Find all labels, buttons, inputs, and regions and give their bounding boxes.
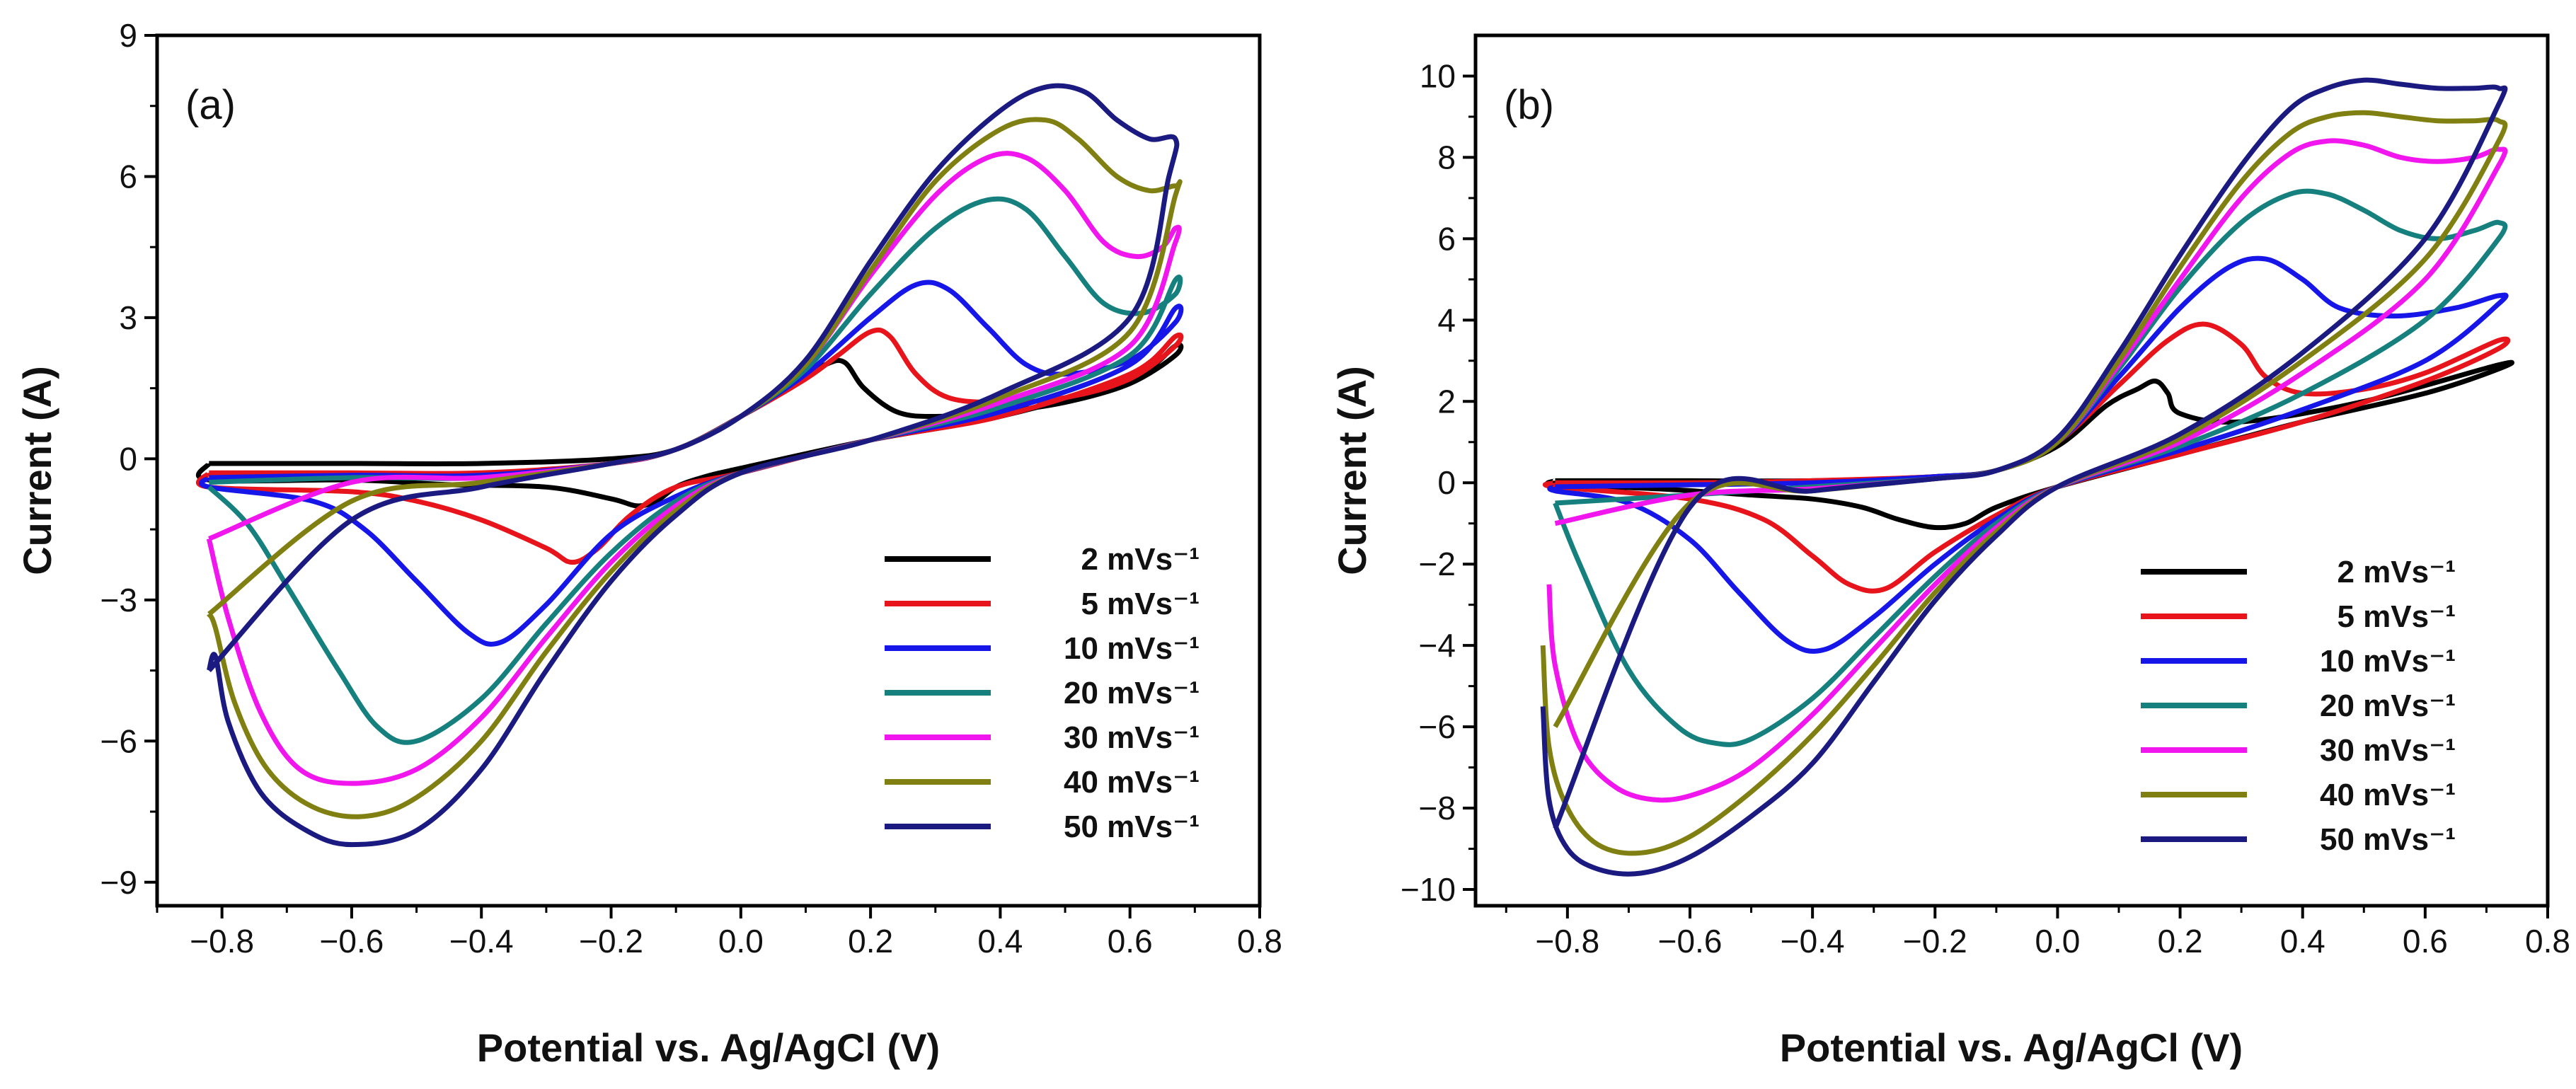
series-curve-a-5	[207, 117, 1183, 819]
x-tick-label-b: 0.4	[2280, 923, 2325, 960]
legend-label-a-3: 20 mVs⁻¹	[1064, 676, 1200, 710]
legend-label-a-6: 50 mVs⁻¹	[1064, 809, 1200, 844]
y-tick-label-b: 2	[1437, 383, 1456, 420]
y-tick-label-a: −6	[100, 722, 137, 759]
legend-label-b-1: 5 mVs⁻¹	[2337, 599, 2456, 634]
legend-label-b-0: 2 mVs⁻¹	[2337, 555, 2456, 589]
x-tick-label-b: 0.2	[2158, 923, 2203, 960]
legend-label-a-1: 5 mVs⁻¹	[1081, 587, 1200, 621]
y-tick-label-b: −10	[1401, 871, 1456, 908]
legend-b: 2 mVs⁻¹ 5 mVs⁻¹ 10 mVs⁻¹ 20 mVs⁻¹ 30 mVs⁻¹ 40…	[2141, 555, 2456, 857]
legend-label-b-2: 10 mVs⁻¹	[2320, 644, 2456, 679]
series-curve-a-6	[206, 83, 1180, 848]
legend-label-a-0: 2 mVs⁻¹	[1081, 542, 1200, 577]
x-tick-label-a: 0.6	[1108, 923, 1153, 960]
y-tick-label-b: 8	[1437, 139, 1456, 175]
panel-label-a: (a)	[185, 82, 236, 128]
x-tick-label-a: −0.8	[190, 923, 254, 960]
x-tick-label-a: 0.2	[848, 923, 893, 960]
y-tick-label-b: −2	[1419, 546, 1456, 582]
y-tick-label-a: −3	[100, 582, 137, 618]
panel-b: (b) Current (A) Potential vs. Ag/AgCl (V…	[1330, 33, 2570, 1070]
x-tick-label-b: 0.0	[2035, 923, 2080, 960]
x-tick-label-b: −0.8	[1535, 923, 1599, 960]
y-tick-label-b: −8	[1419, 790, 1456, 826]
x-tick-label-a: 0.0	[718, 923, 764, 960]
legend-label-a-5: 40 mVs⁻¹	[1064, 765, 1200, 800]
ticks-a: −0.8 −0.6 −0.4 −0.2 0.0 0.2 0.4 0.6 0.8 −9 −6 −3 0 3 6…	[100, 17, 1282, 960]
legend-label-b-5: 40 mVs⁻¹	[2320, 778, 2456, 812]
legend-label-b-3: 20 mVs⁻¹	[2320, 688, 2456, 723]
y-tick-label-b: 4	[1437, 301, 1456, 338]
panel-a: (a) Current (A) Potential vs. Ag/AgCl (V…	[15, 17, 1282, 1070]
legend-label-b-6: 50 mVs⁻¹	[2320, 822, 2456, 857]
plot-frame-a	[155, 33, 1262, 908]
x-tick-label-a: −0.6	[320, 923, 384, 960]
x-tick-label-a: −0.2	[579, 923, 643, 960]
x-axis-title-a: Potential vs. Ag/AgCl (V)	[477, 1025, 940, 1070]
series-curve-b-6	[1540, 77, 2508, 877]
x-axis-title-b: Potential vs. Ag/AgCl (V)	[1780, 1025, 2243, 1070]
legend-label-a-2: 10 mVs⁻¹	[1064, 631, 1200, 666]
y-axis-title-a: Current (A)	[15, 366, 59, 575]
x-tick-label-a: −0.4	[449, 923, 514, 960]
x-tick-label-b: −0.2	[1903, 923, 1967, 960]
x-tick-label-b: −0.6	[1658, 923, 1723, 960]
series-curve-a-4	[206, 151, 1182, 786]
legend-label-b-4: 30 mVs⁻¹	[2320, 733, 2456, 768]
legend-label-a-4: 30 mVs⁻¹	[1064, 720, 1200, 755]
y-axis-title-b: Current (A)	[1330, 366, 1374, 575]
y-tick-label-b: 6	[1437, 220, 1456, 257]
curves-a	[195, 83, 1184, 848]
legend-a: 2 mVs⁻¹ 5 mVs⁻¹ 10 mVs⁻¹ 20 mVs⁻¹ 30 mVs⁻¹ 40…	[885, 542, 1200, 844]
y-tick-label-b: −6	[1419, 708, 1456, 745]
y-tick-label-a: 3	[119, 299, 137, 336]
plot-frame-b	[1473, 33, 2550, 908]
y-tick-label-b: 10	[1420, 57, 1456, 94]
y-tick-label-b: 0	[1437, 464, 1456, 501]
panel-label-b: (b)	[1504, 82, 1554, 128]
y-tick-label-a: 0	[119, 440, 137, 477]
y-tick-label-a: −9	[100, 864, 137, 901]
x-tick-label-b: −0.4	[1781, 923, 1845, 960]
x-tick-label-a: 0.8	[1237, 923, 1282, 960]
y-tick-label-a: 9	[119, 17, 137, 54]
ticks-b: −0.8 −0.6 −0.4 −0.2 0.0 0.2 0.4 0.6 0.8 −10 −8 −6 −4…	[1401, 57, 2570, 960]
x-tick-label-b: 0.6	[2403, 923, 2448, 960]
x-tick-label-b: 0.8	[2525, 923, 2570, 960]
x-tick-label-a: 0.4	[977, 923, 1023, 960]
y-tick-label-b: −4	[1419, 627, 1456, 664]
y-tick-label-a: 6	[119, 158, 137, 195]
curves-b	[1540, 77, 2515, 877]
